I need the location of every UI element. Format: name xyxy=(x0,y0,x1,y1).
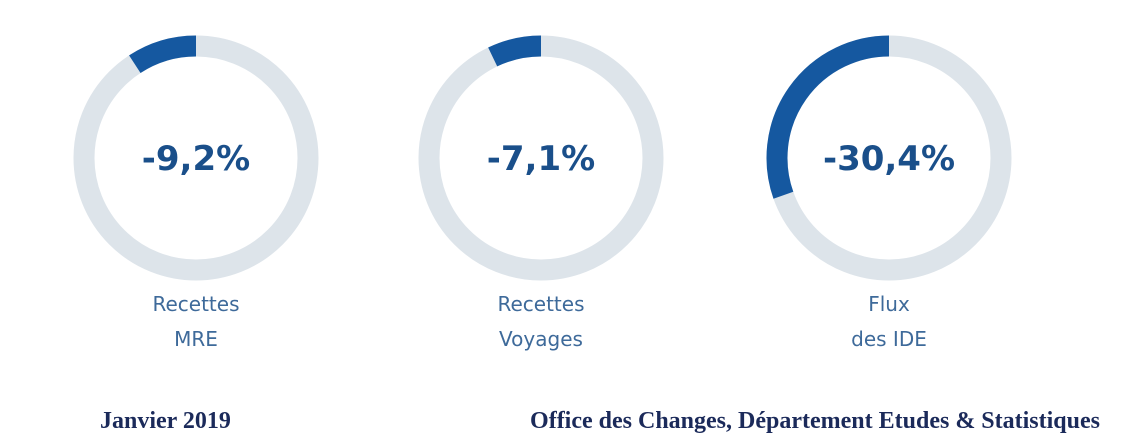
footer-date: Janvier 2019 xyxy=(100,408,231,434)
gauge-label: Recettes xyxy=(152,292,239,316)
gauge-value-label: -9,2% xyxy=(142,139,250,179)
gauge-label: Flux xyxy=(868,292,910,316)
footer-source: Office des Changes, Département Etudes &… xyxy=(530,408,1100,434)
gauge-arc xyxy=(488,35,542,67)
gauge-label: des IDE xyxy=(851,327,927,351)
gauge-label: Voyages xyxy=(499,327,583,351)
gauge-label: Recettes xyxy=(497,292,584,316)
gauge-label: MRE xyxy=(174,327,218,351)
gauge-arc xyxy=(766,35,890,199)
gauge-value-label: -30,4% xyxy=(823,139,955,179)
gauge-value-label: -7,1% xyxy=(487,139,595,179)
gauge-arc xyxy=(129,35,197,74)
